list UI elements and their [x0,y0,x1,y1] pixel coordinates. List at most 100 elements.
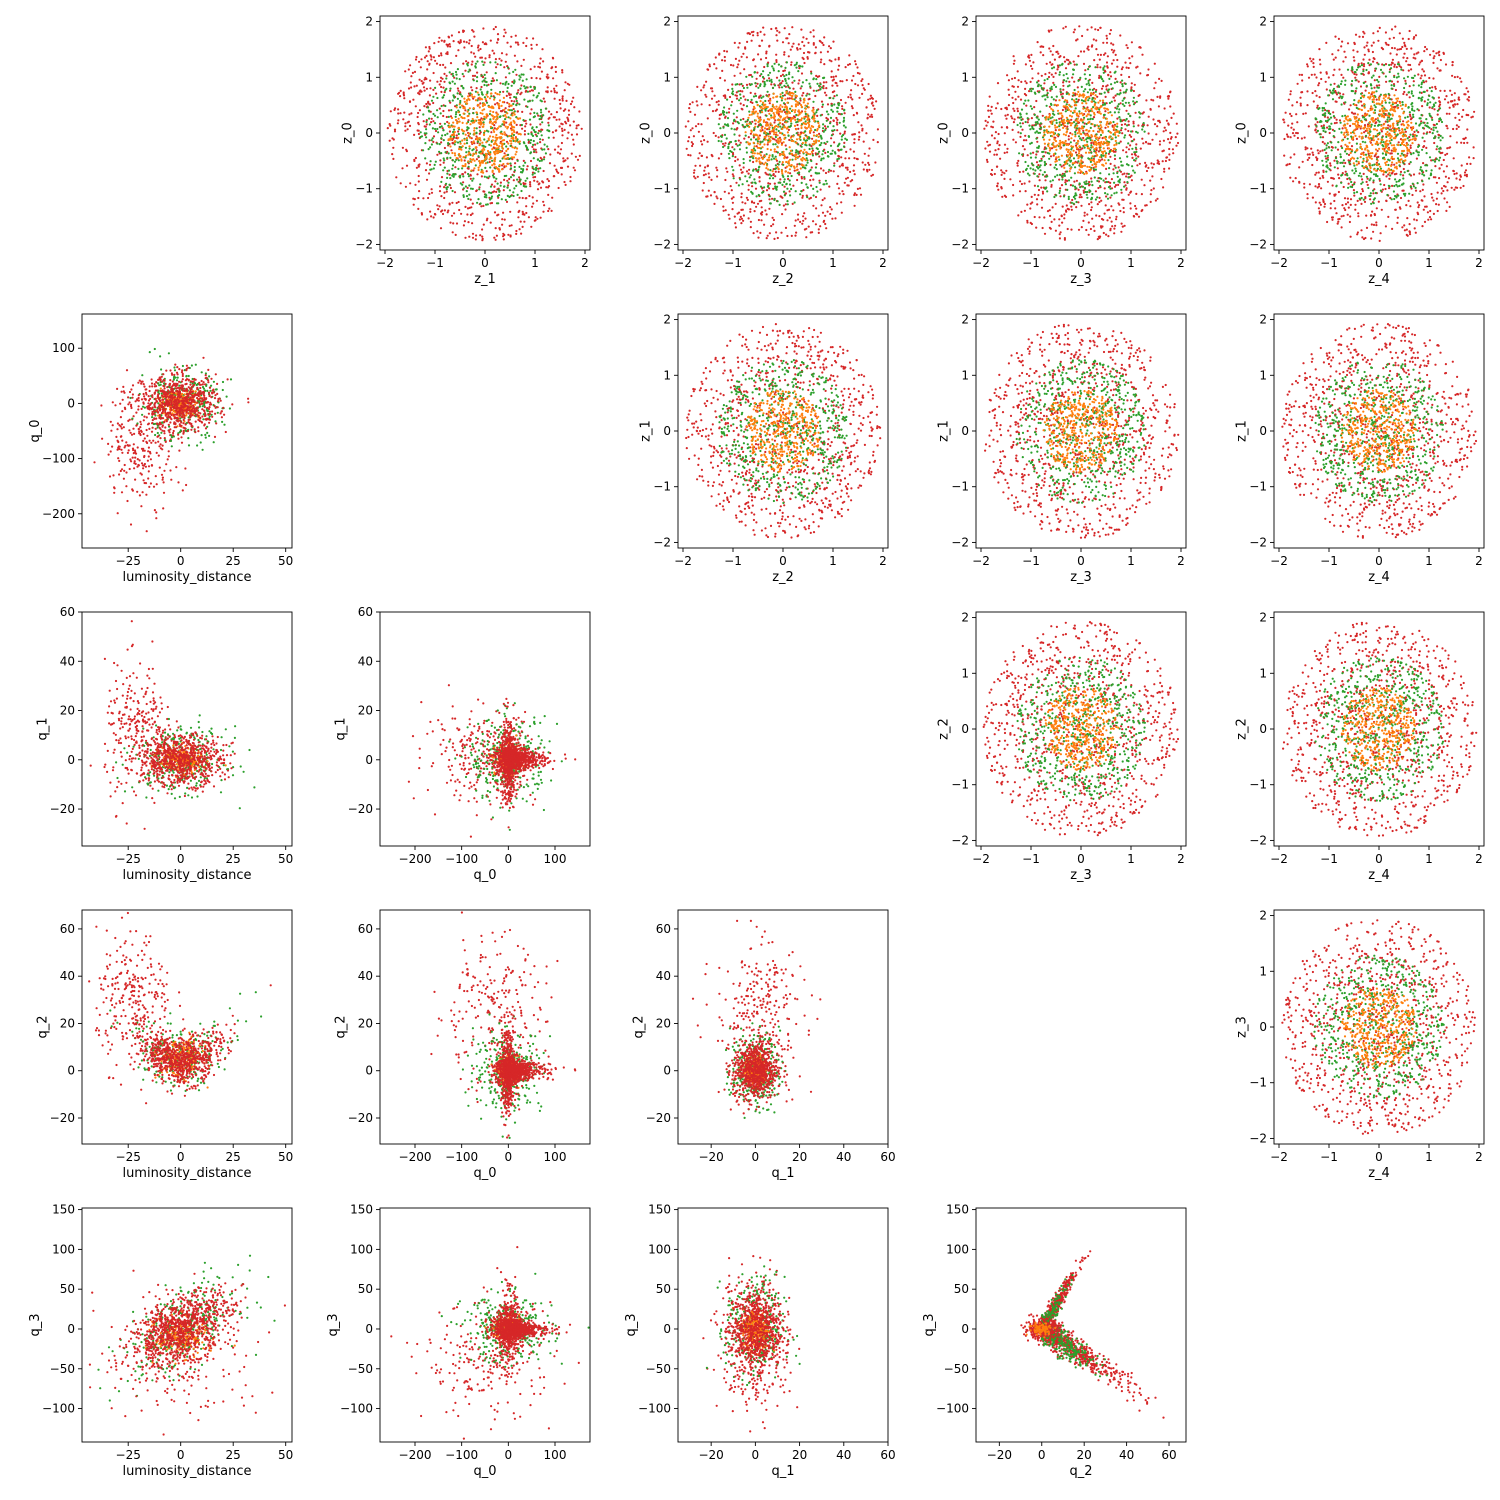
scatter-point [775,95,778,98]
scatter-point [1062,88,1065,91]
scatter-point [738,148,742,151]
scatter-point [706,117,709,120]
scatter-point [490,88,493,91]
scatter-point [804,104,807,107]
scatter-point [457,130,460,133]
scatter-point [436,204,439,207]
scatter-point [494,72,497,75]
scatter-point [1077,188,1080,191]
scatter-point [861,161,864,164]
scatter-point [445,190,448,193]
scatter-point [442,86,445,89]
scatter-point [750,39,753,42]
scatter-point [412,203,415,206]
scatter-point [814,94,817,98]
scatter-point [1105,85,1108,88]
scatter-point [481,109,484,112]
scatter-point [700,103,703,106]
scatter-point [479,98,482,101]
scatter-point [531,99,534,102]
scatter-point [795,61,799,64]
scatter-point [1132,125,1135,128]
scatter-point [799,47,802,50]
scatter-point [424,157,427,160]
scatter-point [516,147,519,150]
scatter-point [821,103,825,106]
scatter-point [475,234,478,237]
scatter-point [763,143,766,146]
scatter-point [1026,117,1029,120]
scatter-point [531,134,535,137]
scatter-point [440,176,444,179]
scatter-point [815,147,818,150]
scatter-point [807,41,810,44]
scatter-point [553,97,556,100]
scatter-point [528,118,532,121]
scatter-point [430,139,433,142]
scatter-point [1116,175,1119,178]
scatter-point [828,96,831,100]
scatter-point [426,68,429,71]
scatter-point [399,182,402,185]
scatter-point [539,108,543,111]
scatter-point [788,87,791,90]
scatter-point [1123,185,1126,188]
scatter-point [802,215,805,218]
scatter-point [436,80,439,83]
scatter-point [488,56,491,59]
scatter-point [536,188,540,191]
scatter-point [1136,213,1139,216]
scatter-point [448,130,451,133]
scatter-point [508,189,511,192]
scatter-point [471,95,474,98]
scatter-point [1164,129,1167,132]
scatter-point [819,134,822,137]
scatter-point [516,117,519,120]
scatter-point [489,202,492,205]
scatter-point [504,82,507,85]
scatter-point [404,122,407,125]
scatter-point [1033,172,1036,175]
scatter-point [473,74,477,77]
scatter-point [512,174,515,177]
scatter-point [1046,92,1049,95]
scatter-point [409,182,412,185]
scatter-point [491,105,494,108]
scatter-point [794,190,797,193]
scatter-point [483,131,486,134]
scatter-point [773,133,776,136]
scatter-point [562,160,565,163]
scatter-point [727,111,731,114]
scatter-point [782,204,786,207]
scatter-point [1077,201,1080,204]
scatter-point [1100,154,1103,157]
scatter-point [476,201,479,204]
scatter-point [806,186,809,189]
scatter-point [524,144,528,147]
scatter-point [514,41,518,44]
scatter-point [417,129,420,132]
scatter-point [779,108,782,111]
scatter-point [1137,155,1140,158]
scatter-point [1168,153,1171,156]
scatter-point [760,126,764,129]
scatter-point [749,132,753,135]
scatter-point [810,174,813,177]
scatter-point [525,78,528,81]
scatter-point [779,178,782,181]
scatter-point [416,115,419,119]
scatter-point [542,60,545,63]
scatter-point [836,110,839,113]
scatter-point [461,95,464,98]
scatter-point [838,192,841,195]
scatter-point [1105,61,1109,64]
scatter-point [820,58,823,61]
scatter-point [793,166,796,169]
scatter-point [791,81,794,84]
scatter-point [830,208,833,211]
scatter-point [797,43,800,46]
scatter-point [505,53,508,56]
scatter-point [427,196,430,200]
scatter-point [760,96,763,99]
scatter-point [1131,139,1134,143]
